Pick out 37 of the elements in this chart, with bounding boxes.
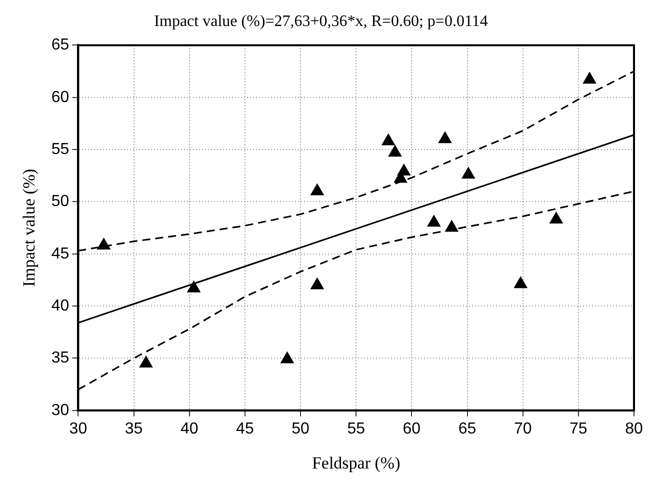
x-tick-label: 65 (458, 420, 476, 438)
point (97, 238, 110, 250)
y-tick-label: 60 (51, 88, 70, 106)
y-tick-label: 35 (51, 350, 70, 367)
x-tick-label: 55 (347, 420, 366, 438)
point (310, 278, 324, 290)
chart-title: Impact value (%)=27,63+0,36*x, R=0.60; p=0.0114 (154, 12, 488, 30)
y-tick-label: 45 (51, 245, 70, 262)
point (187, 280, 200, 292)
x-tick-label: 60 (402, 420, 421, 438)
y-tick-label: 65 (51, 36, 70, 54)
x-tick-label: 35 (124, 420, 143, 438)
x-tick-label: 30 (69, 420, 88, 438)
point (388, 145, 402, 157)
y-axis-title: Impact value (%) (20, 168, 39, 287)
x-tick-label: 80 (625, 420, 643, 438)
x-tick-label: 40 (180, 420, 198, 438)
point (550, 212, 563, 224)
point (382, 134, 395, 146)
point (462, 167, 475, 179)
point (582, 72, 596, 84)
point (438, 132, 452, 144)
y-tick-label: 55 (51, 140, 70, 158)
point (445, 220, 458, 232)
x-axis-title: Feldspar (%) (312, 453, 400, 472)
y-tick-label: 40 (51, 297, 70, 314)
x-tick-label: 50 (292, 420, 310, 438)
x-tick-label: 45 (236, 420, 254, 438)
y-tick-label: 50 (51, 193, 70, 210)
x-tick-label: 75 (570, 420, 588, 438)
point (310, 184, 324, 196)
point (280, 352, 294, 364)
point (427, 215, 440, 227)
point (514, 276, 528, 288)
y-tick-label: 30 (51, 402, 70, 419)
x-tick-label: 70 (514, 420, 532, 438)
point (139, 356, 153, 368)
